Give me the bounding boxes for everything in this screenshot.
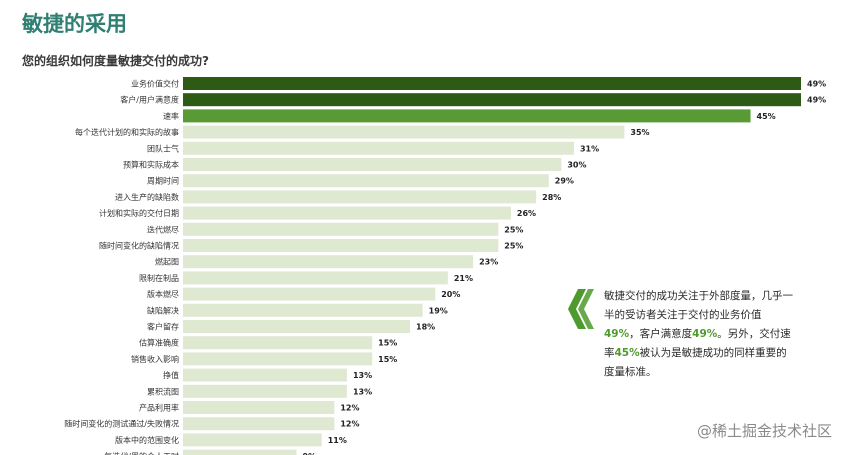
category-label-14: 缺陷解决	[147, 305, 179, 315]
chart-subtitle: 您的组织如何度量敏捷交付的成功?	[22, 54, 209, 68]
bars-layer	[183, 77, 801, 455]
callout-text-part2: ，客户满意度	[629, 328, 693, 340]
value-label-22: 11%	[328, 436, 347, 445]
value-label-4: 31%	[580, 144, 599, 153]
bar-5	[183, 158, 562, 171]
value-label-16: 15%	[378, 339, 397, 348]
bar-18	[183, 368, 347, 382]
category-label-22: 版本中的范围变化	[115, 435, 179, 445]
category-label-2: 速率	[163, 111, 179, 121]
callout-highlight-business-value: 49%	[604, 328, 630, 340]
category-label-1: 客户/用户满意度	[120, 95, 179, 105]
bar-16	[183, 336, 373, 350]
watermark-text: @稀土掘金技术社区	[696, 422, 832, 440]
value-label-23: 9%	[303, 452, 317, 455]
category-label-16: 估算准确度	[139, 338, 179, 348]
callout-text-part1: 敏捷交付的成功关注于外部度量，几乎一半的受访者关注于交付的业务价值	[604, 290, 793, 321]
value-label-18: 13%	[353, 371, 372, 380]
value-label-11: 23%	[479, 258, 498, 267]
bar-8	[183, 206, 511, 220]
value-label-20: 12%	[340, 404, 359, 413]
value-label-7: 28%	[542, 193, 561, 202]
bar-6	[183, 174, 549, 188]
bar-11	[183, 255, 474, 269]
value-label-14: 19%	[429, 306, 448, 315]
value-label-13: 20%	[441, 290, 460, 299]
value-label-19: 13%	[353, 387, 372, 396]
value-label-5: 30%	[567, 161, 586, 170]
category-label-15: 客户留存	[147, 322, 179, 332]
bar-3	[183, 125, 625, 139]
callout-highlight-satisfaction: 49%	[692, 328, 718, 340]
category-label-5: 预算和实际成本	[123, 160, 179, 170]
bar-15	[183, 320, 411, 333]
category-label-10: 随时间变化的缺陷情况	[99, 241, 179, 251]
bar-4	[183, 141, 574, 155]
value-label-9: 25%	[504, 225, 523, 234]
callout-text-part3: 。另外，交付速率	[604, 328, 791, 359]
value-label-3: 35%	[630, 128, 649, 137]
category-label-4: 团队士气	[147, 143, 179, 153]
category-label-6: 周期时间	[147, 176, 179, 186]
bar-23	[183, 449, 297, 455]
category-label-20: 产品利用率	[139, 403, 179, 413]
value-label-21: 12%	[340, 420, 359, 429]
category-label-11: 燃起图	[155, 257, 179, 267]
category-label-21: 随时间变化的测试通过/失败情况	[64, 419, 179, 429]
value-label-6: 29%	[555, 177, 574, 186]
callout-text: 敏捷交付的成功关注于外部度量，几乎一半的受访者关注于交付的业务价值 49%，客户满…	[604, 287, 794, 382]
category-label-17: 销售收入影响	[131, 354, 179, 364]
category-label-8: 计划和实际的交付日期	[99, 208, 179, 218]
value-label-2: 45%	[757, 112, 776, 121]
value-label-17: 15%	[378, 355, 397, 364]
category-labels: 业务价值交付客户/用户满意度速率每个迭代计划的和实际的故事团队士气预算和实际成本…	[64, 79, 179, 455]
bar-20	[183, 401, 335, 414]
category-label-9: 迭代燃尽	[147, 224, 179, 234]
bar-21	[183, 417, 335, 431]
bar-22	[183, 433, 322, 447]
category-label-19: 累积流图	[147, 386, 179, 396]
category-label-23: 每迭代/周的个人工时	[104, 451, 179, 455]
value-label-8: 26%	[517, 209, 536, 218]
bar-12	[183, 271, 448, 285]
bar-10	[183, 239, 499, 252]
callout-highlight-velocity: 45%	[614, 347, 640, 359]
category-label-12: 限制在制品	[139, 273, 179, 283]
bar-2	[183, 109, 751, 123]
category-label-13: 版本燃尽	[147, 289, 179, 299]
double-chevron-left-icon	[568, 289, 594, 329]
value-labels: 49% 49% 45% 35% 31% 30% 29% 28% 26% 25% 25% 23% 21% 2…	[303, 80, 827, 455]
bar-13	[183, 287, 436, 301]
category-label-7: 进入生产的缺陷数	[115, 192, 179, 202]
page-title: 敏捷的采用	[22, 12, 127, 36]
bar-14	[183, 303, 423, 317]
callout-text-part4: 被认为是敏捷成功的同样重要的度量标准。	[604, 347, 787, 378]
bar-19	[183, 384, 347, 398]
value-label-10: 25%	[504, 242, 523, 251]
category-label-18: 挣值	[163, 370, 179, 380]
category-label-3: 每个迭代计划的和实际的故事	[75, 127, 179, 137]
callout-note: 敏捷交付的成功关注于外部度量，几乎一半的受访者关注于交付的业务价值 49%，客户满…	[564, 287, 834, 407]
value-label-1: 49%	[807, 96, 826, 105]
bar-0	[183, 77, 801, 90]
bar-1	[183, 93, 801, 107]
value-label-12: 21%	[454, 274, 473, 283]
value-label-0: 49%	[807, 80, 826, 89]
value-label-15: 18%	[416, 323, 435, 332]
bar-9	[183, 222, 499, 236]
bar-7	[183, 190, 537, 204]
bar-17	[183, 352, 373, 366]
category-label-0: 业务价值交付	[131, 79, 179, 89]
